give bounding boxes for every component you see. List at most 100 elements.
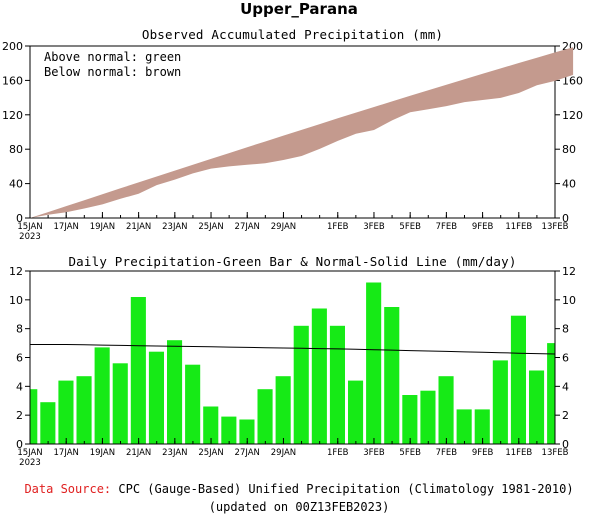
daily-bar <box>221 416 237 444</box>
daily-bar <box>529 370 545 444</box>
daily-bar <box>474 409 490 444</box>
bot-xtick-label: 19JAN <box>90 448 115 458</box>
daily-bar <box>384 307 400 444</box>
normal-line <box>30 344 556 355</box>
main-title: Upper_Parana <box>240 0 358 18</box>
top-ytick-label-right: 80 <box>562 143 576 156</box>
daily-bar <box>185 364 201 444</box>
bot-ytick-label-left: 8 <box>16 323 23 336</box>
bot-xtick-label: 5FEB <box>399 448 421 458</box>
daily-bar <box>311 308 327 444</box>
bot-ytick-label-left: 10 <box>9 294 23 307</box>
top-plot-frame <box>29 45 556 219</box>
bot-xtick-label: 9FEB <box>472 448 494 458</box>
top-xtick-label: 11FEB <box>505 222 532 232</box>
bot-plot-frame-overlay <box>29 270 556 445</box>
top-ytick-label-left: 160 <box>2 74 23 87</box>
bot-ytick-label-right: 8 <box>562 323 569 336</box>
bot-ytick-label-right: 12 <box>562 265 576 278</box>
top-xtick-label: 7FEB <box>436 222 458 232</box>
bot-xtick-label: 23JAN <box>162 448 187 458</box>
daily-bar <box>293 325 309 444</box>
daily-bar <box>239 419 255 444</box>
top-xtick-label: 3FEB <box>363 222 385 232</box>
top-ytick-label-left: 120 <box>2 109 23 122</box>
bot-ytick-label-right: 10 <box>562 294 576 307</box>
top-xtick-label: 13FEB <box>542 222 569 232</box>
bot-xtick-label: 7FEB <box>436 448 458 458</box>
daily-bar <box>167 340 183 444</box>
daily-bar <box>348 380 364 444</box>
bot-xtick-label: 1FEB <box>327 448 349 458</box>
top-xtick-year: 2023 <box>19 232 41 242</box>
bot-xtick-label: 29JAN <box>271 448 296 458</box>
bot-ytick-label-right: 4 <box>562 380 569 393</box>
top-xtick-label: 25JAN <box>198 222 223 232</box>
data-source-text: CPC (Gauge-Based) Unified Precipitation … <box>118 482 574 496</box>
daily-chart-title: Daily Precipitation-Green Bar & Normal-S… <box>68 254 517 269</box>
bot-xtick-year: 2023 <box>19 458 41 468</box>
bot-xtick-label: 25JAN <box>198 448 223 458</box>
bot-xtick-label: 21JAN <box>126 448 151 458</box>
daily-bar <box>76 376 92 444</box>
daily-bar <box>94 347 110 444</box>
bot-ytick-label-left: 0 <box>16 438 23 451</box>
top-ytick-label-left: 0 <box>16 212 23 225</box>
updated-text: (updated on 00Z13FEB2023) <box>208 500 390 514</box>
top-ytick-label-left: 200 <box>2 40 23 53</box>
top-ytick-label-right: 40 <box>562 178 576 191</box>
daily-bar <box>30 389 38 444</box>
daily-bar <box>456 409 472 444</box>
top-ytick-label-left: 80 <box>9 143 23 156</box>
bot-ytick-label-right: 0 <box>562 438 569 451</box>
top-xtick-label: 29JAN <box>271 222 296 232</box>
daily-bar <box>112 363 128 444</box>
top-xtick-label: 9FEB <box>472 222 494 232</box>
daily-bar <box>203 406 219 444</box>
daily-bar <box>257 389 273 444</box>
top-ytick-label-left: 40 <box>9 178 23 191</box>
top-xtick-label: 21JAN <box>126 222 151 232</box>
bot-ytick-label-left: 2 <box>16 409 23 422</box>
bot-ytick-label-left: 4 <box>16 380 23 393</box>
daily-bar <box>510 315 526 444</box>
legend-below-normal: Below normal: brown <box>44 65 182 79</box>
bot-xtick-label: 3FEB <box>363 448 385 458</box>
top-xtick-label: 23JAN <box>162 222 187 232</box>
daily-bar <box>148 351 164 444</box>
bot-ytick-label-right: 2 <box>562 409 569 422</box>
bot-xtick-label: 27JAN <box>235 448 260 458</box>
top-xtick-label: 17JAN <box>54 222 79 232</box>
top-xtick-label: 5FEB <box>399 222 421 232</box>
daily-bar <box>492 360 508 444</box>
daily-bar <box>329 325 345 444</box>
top-xtick-label: 15JAN <box>17 222 42 232</box>
top-xtick-label: 27JAN <box>235 222 260 232</box>
top-ytick-label-right: 0 <box>562 212 569 225</box>
bot-ytick-label-left: 6 <box>16 352 23 365</box>
bot-ytick-label-left: 12 <box>9 265 23 278</box>
top-xtick-label: 19JAN <box>90 222 115 232</box>
accumulated-chart-title: Observed Accumulated Precipitation (mm) <box>141 27 444 42</box>
bot-xtick-label: 15JAN <box>17 448 42 458</box>
daily-bar <box>420 390 436 444</box>
daily-bar <box>547 343 555 444</box>
top-xtick-label: 1FEB <box>327 222 349 232</box>
below-normal-band <box>30 47 574 219</box>
legend-above-normal: Above normal: green <box>44 50 182 64</box>
daily-bar <box>366 282 382 444</box>
top-ytick-label-right: 120 <box>562 109 583 122</box>
top-ytick-label-right: 160 <box>562 74 583 87</box>
bot-xtick-label: 13FEB <box>542 448 569 458</box>
daily-bar <box>40 402 56 444</box>
bot-xtick-label: 17JAN <box>54 448 79 458</box>
data-source-label: Data Source: <box>24 482 112 496</box>
daily-bar <box>58 380 74 444</box>
daily-bar <box>130 297 146 444</box>
daily-bar <box>275 376 291 444</box>
daily-bar <box>438 376 454 444</box>
